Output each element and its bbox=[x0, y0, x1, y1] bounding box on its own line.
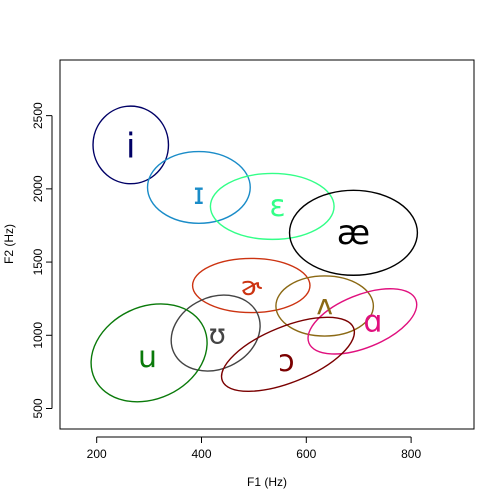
y-tick-label: 1500 bbox=[31, 248, 45, 275]
vowel-label-layer: i ɪ ɛ æ ɚ ʌɑ ʊ u ɔ bbox=[126, 126, 382, 379]
vowel-ellipse bbox=[275, 275, 375, 337]
vowel-ellipse bbox=[220, 316, 356, 393]
vowel-label: ɔ bbox=[278, 344, 294, 379]
vowel-label: ɪ bbox=[193, 177, 204, 212]
vowel-label: ɚ bbox=[241, 272, 263, 302]
vowel-label: ɑ bbox=[363, 305, 382, 340]
vowel-ellipse bbox=[90, 303, 208, 403]
vowel-label: ɛ bbox=[269, 189, 285, 224]
vowel-ellipse bbox=[209, 172, 335, 241]
vowel-ellipse bbox=[170, 294, 261, 372]
vowel-label: ʌ bbox=[316, 288, 333, 321]
vowel-ellipse bbox=[92, 105, 170, 185]
y-tick-label: 2500 bbox=[31, 102, 45, 129]
vowel-label: æ bbox=[337, 213, 370, 253]
vowel-ellipse bbox=[307, 288, 418, 355]
vowel-label: u bbox=[138, 340, 157, 375]
vowel-label: i bbox=[126, 126, 135, 166]
vowel-label: ʊ bbox=[209, 317, 226, 350]
x-tick-label: 800 bbox=[401, 447, 421, 461]
y-tick-label: 500 bbox=[31, 398, 45, 418]
x-axis: 200 400 600 800 bbox=[87, 436, 421, 461]
y-tick-label: 1000 bbox=[31, 322, 45, 349]
y-tick-label: 2000 bbox=[31, 175, 45, 202]
vowel-ellipse bbox=[191, 257, 311, 314]
vowel-ellipse bbox=[146, 150, 251, 224]
ellipse-layer bbox=[90, 105, 419, 403]
plot-frame bbox=[59, 59, 475, 430]
y-axis-title: F2 (Hz) bbox=[2, 224, 16, 264]
x-tick-label: 400 bbox=[191, 447, 211, 461]
x-tick-label: 200 bbox=[87, 447, 107, 461]
y-axis: 500 1000 1500 2000 2500 bbox=[31, 102, 53, 419]
vowel-ellipse bbox=[288, 189, 419, 276]
x-tick-label: 600 bbox=[296, 447, 316, 461]
x-axis-title: F1 (Hz) bbox=[247, 475, 287, 489]
